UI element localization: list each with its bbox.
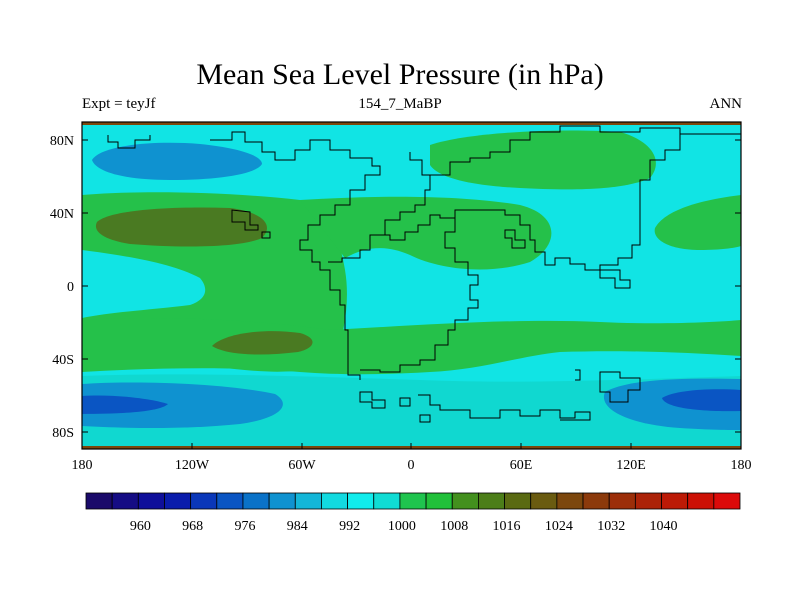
season-label: ANN	[709, 96, 743, 112]
colorbar-swatch	[164, 492, 192, 510]
colorbar-label: 1024	[545, 519, 573, 534]
colorbar-swatch	[634, 492, 662, 510]
contour-1016-atlantic-north	[95, 207, 267, 247]
colorbar-swatch	[477, 492, 505, 510]
colorbar-swatch	[373, 492, 401, 510]
colorbar-swatch	[530, 492, 558, 510]
y-tick-label: 40N	[50, 207, 74, 222]
y-tick-label: 80S	[52, 426, 74, 441]
x-tick-label: 120W	[175, 458, 210, 473]
colorbar-swatch	[137, 492, 165, 510]
y-axis-labels: 80N 40N 0 40S 80S	[50, 134, 74, 441]
colorbar-swatch	[347, 492, 375, 510]
colorbar-swatch	[268, 492, 296, 510]
colorbar-swatch	[582, 492, 610, 510]
colorbar-label: 1040	[650, 519, 678, 534]
x-tick-label: 180	[72, 458, 93, 473]
contour-1008-east-pacific	[654, 195, 741, 250]
colorbar-swatch	[294, 492, 322, 510]
colorbar-label: 1000	[388, 519, 416, 534]
contour-1008-south	[82, 318, 741, 375]
colorbar-swatch	[85, 492, 113, 510]
contour-1016-atlantic-south	[212, 331, 313, 355]
coastline-eurasia-africa	[328, 125, 741, 373]
map-title: Mean Sea Level Pressure (in hPa)	[196, 58, 604, 91]
colorbar-swatch	[556, 492, 584, 510]
colorbar-swatch	[504, 492, 532, 510]
colorbar-swatch	[425, 492, 453, 510]
colorbar-swatch	[713, 492, 741, 510]
colorbar-label: 984	[287, 519, 308, 534]
colorbar-swatch	[451, 492, 479, 510]
x-tick-label: 120E	[616, 458, 646, 473]
colorbar-swatch	[608, 492, 636, 510]
colorbar-label: 1032	[597, 519, 625, 534]
y-tick-label: 40S	[52, 353, 74, 368]
contour-984-south-west	[82, 395, 168, 414]
colorbar-swatch	[190, 492, 218, 510]
colorbar	[85, 492, 741, 510]
x-tick-label: 60W	[288, 458, 316, 473]
contour-992-south-west	[82, 382, 283, 428]
colorbar-swatch	[321, 492, 349, 510]
colorbar-label: 976	[234, 519, 255, 534]
contour-984-south-east	[662, 389, 741, 412]
coastline-australia-antarctica	[359, 369, 641, 423]
colorbar-label: 992	[339, 519, 360, 534]
contour-1000-pacific	[82, 250, 206, 318]
north-edge	[82, 122, 741, 125]
y-tick-label: 80N	[50, 134, 74, 149]
y-tick-label: 0	[67, 280, 74, 295]
pressure-field	[82, 122, 741, 449]
experiment-label: Expt = teyJf	[82, 96, 156, 112]
period-label: 154_7_MaBP	[358, 96, 442, 112]
colorbar-swatch	[242, 492, 270, 510]
colorbar-label: 1016	[493, 519, 521, 534]
coastline-americas	[107, 131, 381, 380]
colorbar-labels: 960 968 976 984 992 1000 1008 1016 1024 1032 1040	[130, 519, 678, 534]
contour-992-north	[92, 142, 262, 180]
contour-1008-arctic	[430, 130, 656, 190]
colorbar-swatch	[216, 492, 244, 510]
coastlines	[107, 125, 741, 423]
x-tick-label: 60E	[510, 458, 533, 473]
x-tick-label: 180	[731, 458, 752, 473]
x-axis-labels: 180 120W 60W 0 60E 120E 180	[72, 458, 752, 473]
colorbar-swatch	[111, 492, 139, 510]
contour-1008-eurasia	[300, 196, 552, 270]
tick-marks	[82, 139, 741, 449]
x-tick-label: 0	[408, 458, 415, 473]
colorbar-swatch	[399, 492, 427, 510]
colorbar-label: 960	[130, 519, 151, 534]
colorbar-swatch	[687, 492, 715, 510]
colorbar-label: 968	[182, 519, 203, 534]
colorbar-swatch	[661, 492, 689, 510]
colorbar-label: 1008	[440, 519, 468, 534]
